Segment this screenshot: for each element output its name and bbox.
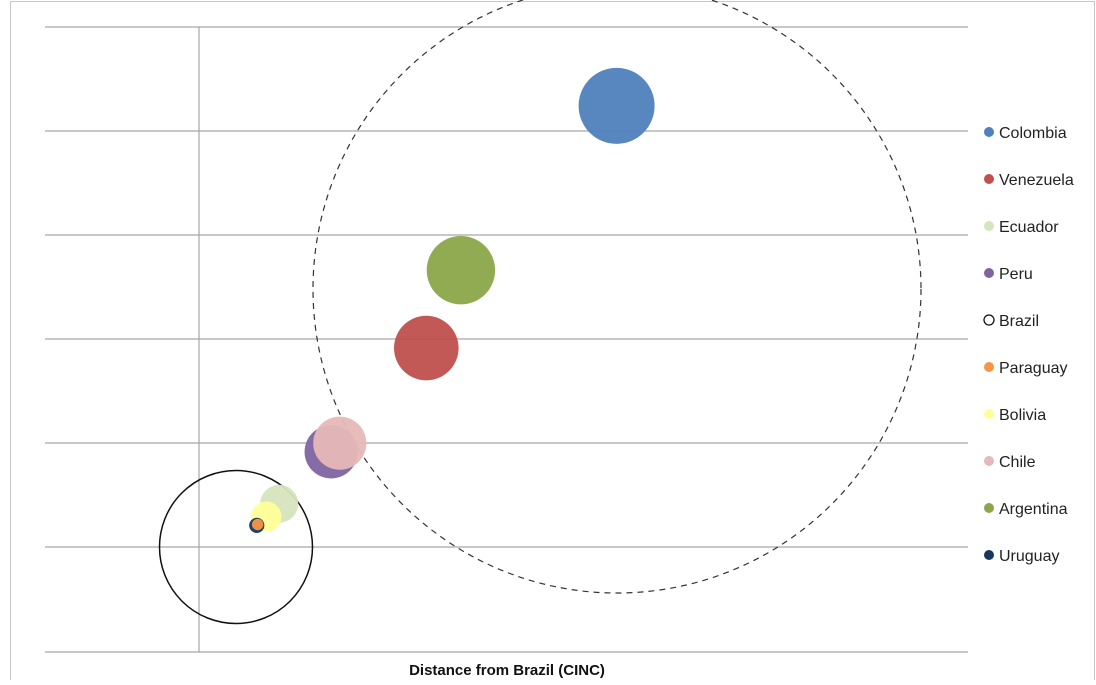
legend-label-ecuador: Ecuador <box>999 219 1059 236</box>
legend-marker-chile <box>984 456 994 466</box>
legend-label-colombia: Colombia <box>999 125 1067 142</box>
bubble-argentina <box>426 236 496 305</box>
bubble-chile <box>313 416 367 470</box>
legend-marker-colombia <box>984 127 994 137</box>
legend-marker-argentina <box>984 503 994 513</box>
reference-circles <box>312 0 922 594</box>
legend-label-uruguay: Uruguay <box>999 548 1059 565</box>
x-axis-title: Distance from Brazil (CINC) <box>409 662 605 679</box>
bubble-venezuela <box>394 315 459 381</box>
legend-label-paraguay: Paraguay <box>999 360 1068 377</box>
legend-label-bolivia: Bolivia <box>999 407 1046 424</box>
legend-marker-peru <box>984 268 994 278</box>
bubble-colombia <box>578 67 655 144</box>
legend-label-argentina: Argentina <box>999 501 1068 518</box>
legend-marker-brazil <box>983 314 995 326</box>
legend-marker-paraguay <box>984 362 994 372</box>
grid-lines <box>45 26 968 653</box>
legend-marker-venezuela <box>984 174 994 184</box>
legend-marker-uruguay <box>984 550 994 560</box>
legend-label-chile: Chile <box>999 454 1036 471</box>
bubbles <box>158 67 655 625</box>
legend-label-venezuela: Venezuela <box>999 172 1074 189</box>
legend-marker-ecuador <box>984 221 994 231</box>
legend-label-peru: Peru <box>999 266 1033 283</box>
legend: Colombia Venezuela Ecuador Peru Brazil Paragu… <box>983 125 1074 565</box>
legend-marker-bolivia <box>984 409 994 419</box>
bubble-paraguay <box>251 518 264 531</box>
chart-border <box>10 1 1095 685</box>
reference-circle-dashed <box>312 0 922 594</box>
bubble-brazil <box>158 469 314 625</box>
legend-label-brazil: Brazil <box>999 313 1039 330</box>
